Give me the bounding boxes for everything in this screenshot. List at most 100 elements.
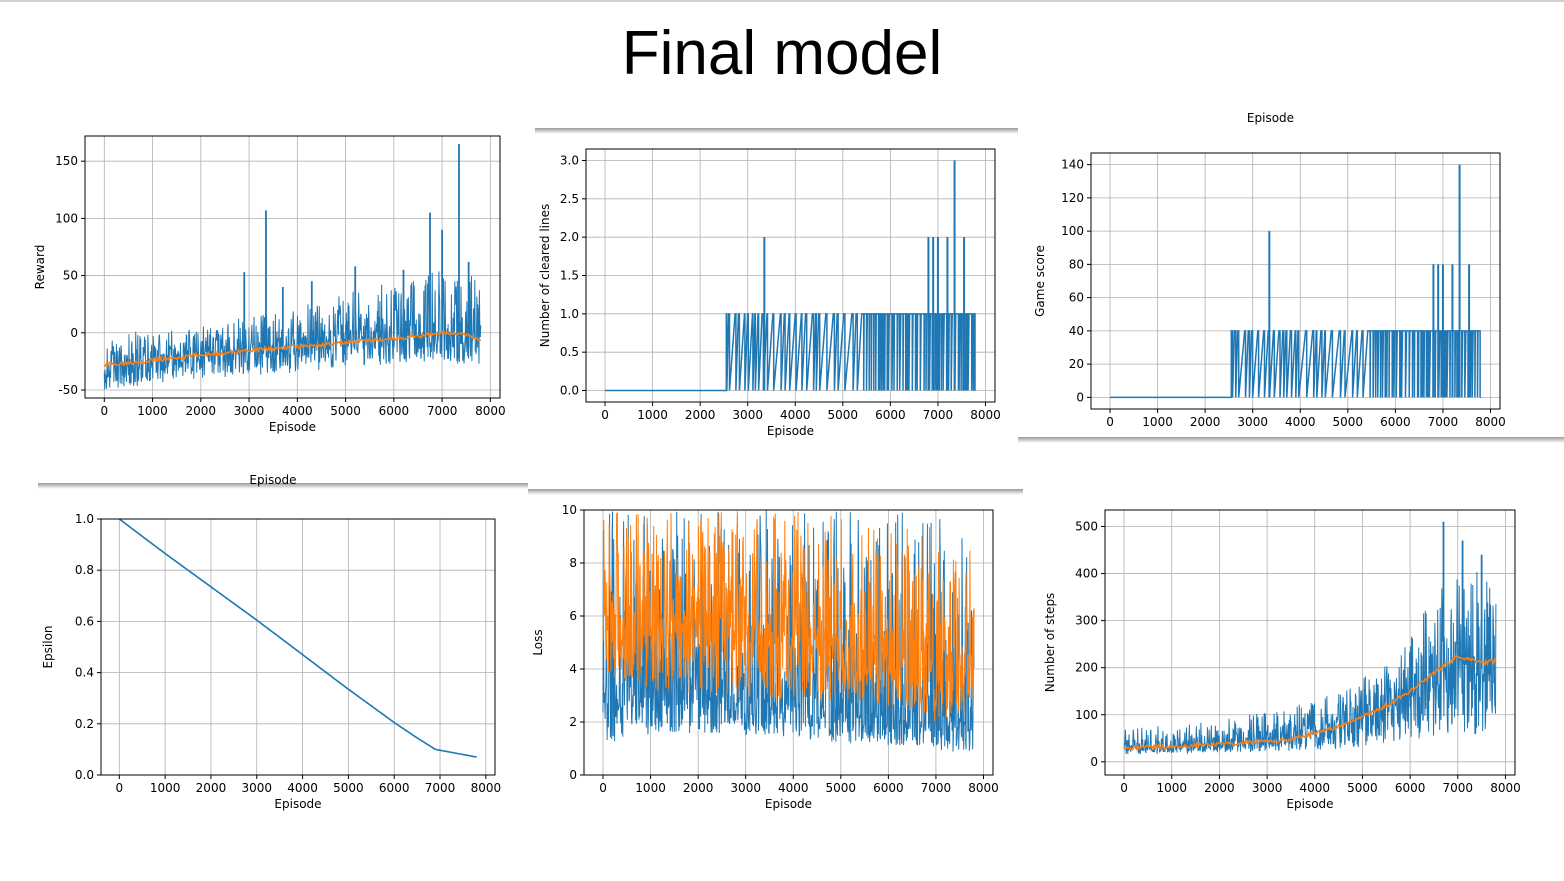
plot-area bbox=[602, 510, 975, 752]
tick-label-x: 4000 bbox=[282, 404, 313, 418]
tick-label-x: 4000 bbox=[778, 781, 809, 795]
tick-label-x: 8000 bbox=[1490, 781, 1521, 795]
tick-label-y: 2.5 bbox=[560, 192, 579, 206]
tick-label-x: 1000 bbox=[637, 408, 668, 422]
tick-label-x: 0 bbox=[100, 404, 108, 418]
tick-label-y: 0 bbox=[1090, 755, 1098, 769]
tick-label-x: 1000 bbox=[150, 781, 181, 795]
panel-divider bbox=[1018, 437, 1564, 443]
axis-label-y: Reward bbox=[33, 245, 47, 290]
tick-label-x: 4000 bbox=[1285, 415, 1316, 429]
tick-label-y: 500 bbox=[1075, 519, 1098, 533]
top-rule bbox=[0, 0, 1564, 2]
tick-label-y: 1.0 bbox=[560, 307, 579, 321]
tick-label-x: 2000 bbox=[685, 408, 716, 422]
tick-label-y: 100 bbox=[1075, 708, 1098, 722]
tick-label-x: 8000 bbox=[1475, 415, 1506, 429]
chart-title: Episode bbox=[249, 473, 296, 487]
plot-frame bbox=[583, 509, 994, 776]
tick-label-x: 6000 bbox=[379, 404, 410, 418]
tick-label-y: 0.2 bbox=[75, 717, 94, 731]
tick-label-y: 1.0 bbox=[75, 512, 94, 526]
tick-label-y: 300 bbox=[1075, 614, 1098, 628]
tick-label-y: 0.0 bbox=[560, 384, 579, 398]
tick-label-x: 0 bbox=[601, 408, 609, 422]
tick-label-y: 0.0 bbox=[75, 768, 94, 782]
series-line bbox=[1123, 654, 1497, 751]
tick-label-x: 7000 bbox=[921, 781, 952, 795]
chart-game-score: 0 1000 2000 3000 4000 5000 6000 7000 8000 0 20 40 60… bbox=[1030, 104, 1555, 444]
tick-label-y: 2.0 bbox=[560, 230, 579, 244]
tick-label-y: -50 bbox=[58, 383, 78, 397]
tick-label-x: 3000 bbox=[730, 781, 761, 795]
tick-label-x: 2000 bbox=[683, 781, 714, 795]
axis-label-y: Number of cleared lines bbox=[538, 204, 552, 347]
chart-loss: 0 1000 2000 3000 4000 5000 6000 7000 8000 0 2 4 6 8 10… bbox=[528, 495, 1023, 815]
plot-area bbox=[1123, 521, 1497, 755]
chart-cleared-lines-svg: 0 1000 2000 3000 4000 5000 6000 7000 8000 0.0 0.5 1… bbox=[538, 148, 1001, 438]
chart-epsilon-svg: 0 1000 2000 3000 4000 5000 6000 7000 8000 0.0 0.2 0… bbox=[41, 473, 501, 811]
chart-reward-svg: 0 1000 2000 3000 4000 5000 6000 7000 8000 -50 0 50 1… bbox=[33, 135, 506, 434]
tick-label-x: 4000 bbox=[1299, 781, 1330, 795]
series-line bbox=[103, 271, 482, 390]
chart-steps: 0 1000 2000 3000 4000 5000 6000 7000 8000 0 100 200… bbox=[1040, 500, 1540, 820]
plot-frame bbox=[84, 135, 501, 399]
axis-label-y: Epsilon bbox=[41, 625, 55, 668]
tick-label-y: 10 bbox=[562, 503, 577, 517]
tick-label-x: 3000 bbox=[732, 408, 763, 422]
tick-label-x: 5000 bbox=[1333, 415, 1364, 429]
tick-label-y: 0.8 bbox=[75, 563, 94, 577]
tick-label-x: 1000 bbox=[635, 781, 666, 795]
tick-label-y: 8 bbox=[569, 556, 577, 570]
series-line bbox=[1123, 571, 1497, 755]
chart-game-score-svg: 0 1000 2000 3000 4000 5000 6000 7000 8000 0 20 40 60… bbox=[1033, 111, 1506, 429]
tick-label-y: 6 bbox=[569, 609, 577, 623]
tick-label-y: 120 bbox=[1061, 191, 1084, 205]
tick-label-x: 3000 bbox=[234, 404, 265, 418]
chart-cleared-lines: 0 1000 2000 3000 4000 5000 6000 7000 8000 0.0 0.5 1… bbox=[535, 134, 1018, 464]
tick-label-x: 5000 bbox=[333, 781, 364, 795]
tick-label-x: 7000 bbox=[923, 408, 954, 422]
tick-label-y: 40 bbox=[1069, 324, 1084, 338]
tick-label-y: 0 bbox=[1076, 390, 1084, 404]
tick-label-x: 2000 bbox=[196, 781, 227, 795]
tick-label-y: 0.5 bbox=[560, 345, 579, 359]
chart-title: Episode bbox=[1247, 111, 1294, 125]
tick-label-x: 4000 bbox=[287, 781, 318, 795]
tick-label-y: 0 bbox=[70, 326, 78, 340]
plot-area bbox=[1110, 164, 1481, 399]
tick-label-x: 6000 bbox=[1380, 415, 1411, 429]
tick-label-x: 3000 bbox=[241, 781, 272, 795]
axis-label-x: Episode bbox=[767, 424, 814, 438]
tick-label-x: 3000 bbox=[1237, 415, 1268, 429]
tick-label-x: 2000 bbox=[186, 404, 217, 418]
tick-label-x: 5000 bbox=[826, 781, 857, 795]
tick-label-y: 2 bbox=[569, 715, 577, 729]
axis-label-x: Episode bbox=[765, 797, 812, 811]
tick-label-x: 1000 bbox=[1156, 781, 1187, 795]
axis-label-y: Game score bbox=[1033, 245, 1047, 317]
tick-label-y: 4 bbox=[569, 662, 577, 676]
series-line bbox=[103, 330, 482, 368]
tick-label-y: 20 bbox=[1069, 357, 1084, 371]
tick-label-y: 100 bbox=[55, 211, 78, 225]
axis-label-y: Loss bbox=[531, 629, 545, 655]
tick-label-x: 0 bbox=[116, 781, 124, 795]
series-line bbox=[118, 519, 477, 758]
tick-label-y: 60 bbox=[1069, 291, 1084, 305]
tick-label-x: 0 bbox=[599, 781, 607, 795]
tick-label-x: 7000 bbox=[1428, 415, 1459, 429]
tick-label-y: 150 bbox=[55, 154, 78, 168]
tick-label-x: 6000 bbox=[875, 408, 906, 422]
tick-label-y: 0.4 bbox=[75, 666, 94, 680]
tick-label-x: 0 bbox=[1120, 781, 1128, 795]
tick-label-x: 4000 bbox=[780, 408, 811, 422]
tick-label-y: 400 bbox=[1075, 567, 1098, 581]
tick-label-y: 80 bbox=[1069, 257, 1084, 271]
tick-label-x: 5000 bbox=[1347, 781, 1378, 795]
tick-label-x: 1000 bbox=[1142, 415, 1173, 429]
tick-label-y: 50 bbox=[63, 269, 78, 283]
plot-frame bbox=[100, 518, 496, 776]
axis-label-x: Episode bbox=[1286, 797, 1333, 811]
plot-area bbox=[103, 144, 482, 390]
